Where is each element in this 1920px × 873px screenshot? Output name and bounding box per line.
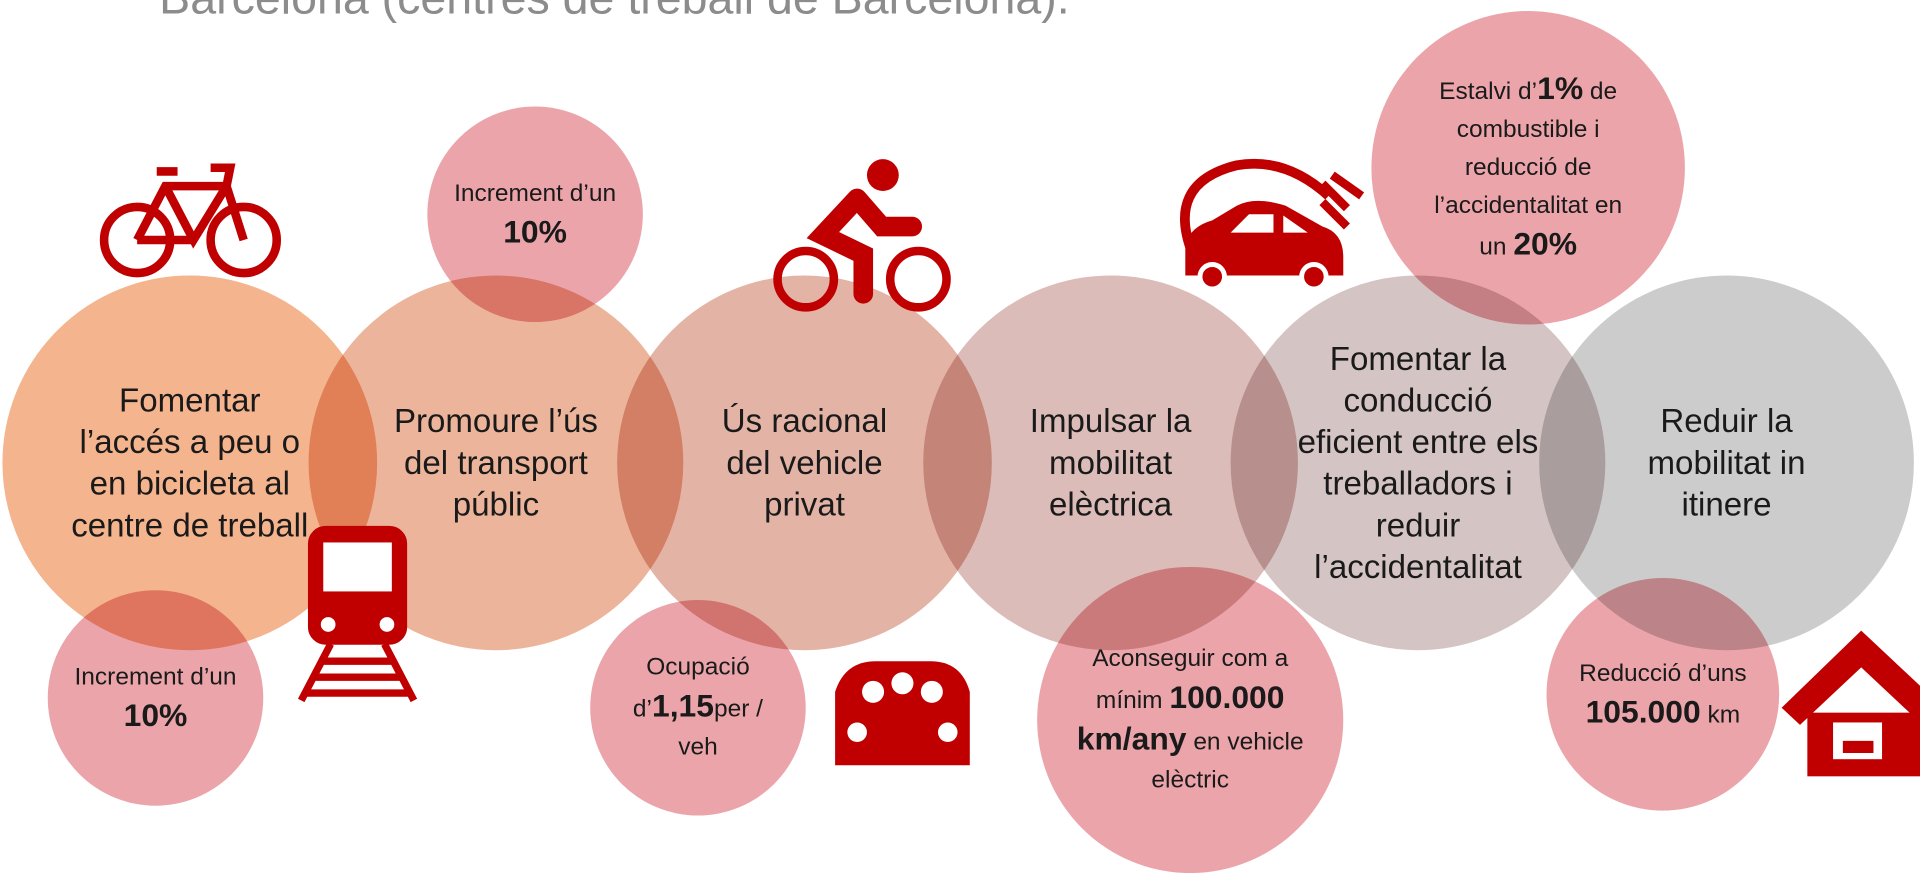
- target-bubble: Increment d’un 10%: [47, 590, 264, 806]
- target-text: Ocupació d’1,15per / veh: [618, 649, 777, 767]
- target-text: Reducció d’uns 105.000 km: [1577, 654, 1748, 734]
- house-icon: [1781, 630, 1920, 777]
- target-words: de combustible i reducció de l’accidenta…: [1434, 77, 1623, 261]
- target-text: Estalvi d’1% de combustible i reducció d…: [1421, 69, 1635, 266]
- target-bubble: Aconseguir com a mínim 100.000 km/any en…: [1037, 566, 1344, 873]
- target-words: Increment d’un: [454, 179, 617, 207]
- target-figure: 105.000: [1585, 692, 1701, 730]
- target-words: Estalvi d’: [1439, 77, 1538, 105]
- target-figure: 10%: [503, 212, 567, 250]
- goal-label: Ús racional del vehicle privat: [721, 402, 888, 523]
- car-icon: [835, 661, 970, 766]
- goal-label: Impulsar la mobilitat elèctrica: [1029, 402, 1192, 523]
- goal-circle: Reduir la mobilitat in itinere: [1536, 273, 1917, 653]
- goal-label: Promoure l’ús del transport públic: [393, 402, 598, 523]
- goal-label: Reduir la mobilitat in itinere: [1647, 402, 1806, 523]
- electric-car-icon: [1180, 158, 1365, 292]
- train-icon: [297, 525, 418, 703]
- target-words: Ocupació d’: [632, 653, 750, 723]
- target-figure: 100.000 km/any: [1076, 678, 1285, 757]
- target-words: Aconseguir com a mínim: [1092, 645, 1289, 714]
- title: Barcelona (centres de treball de Barcelo…: [159, 0, 1069, 26]
- target-bubble: Estalvi d’1% de combustible i reducció d…: [1371, 11, 1685, 325]
- target-figure: 20%: [1513, 224, 1578, 262]
- bicycle-icon: [99, 163, 282, 278]
- target-bubble: Ocupació d’1,15per / veh: [590, 600, 806, 816]
- goal-label: Fomentar l’accés a peu o en bicicleta al…: [71, 382, 309, 544]
- target-words: per / veh: [678, 695, 763, 761]
- target-words: km: [1700, 701, 1741, 728]
- goal-circle: Ús racional del vehicle privat: [614, 273, 995, 653]
- target-words: Increment d’un: [74, 663, 237, 691]
- target-words: en vehicle elèctric: [1151, 728, 1304, 794]
- target-figure: 10%: [123, 696, 188, 733]
- cyclist-icon: [773, 159, 951, 312]
- goal-label: Fomentar la conducció eficient entre els…: [1297, 340, 1539, 586]
- target-text: Increment d’un 10%: [449, 174, 620, 254]
- target-text: Increment d’un 10%: [70, 658, 241, 738]
- target-figure: 1%: [1537, 69, 1584, 106]
- target-words: Reducció d’uns: [1579, 659, 1747, 687]
- target-figure: 1,15: [652, 686, 714, 724]
- target-bubble: Reducció d’uns 105.000 km: [1546, 577, 1780, 811]
- target-text: Aconseguir com a mínim 100.000 km/any en…: [1068, 640, 1313, 799]
- target-bubble: Increment d’un 10%: [427, 106, 643, 323]
